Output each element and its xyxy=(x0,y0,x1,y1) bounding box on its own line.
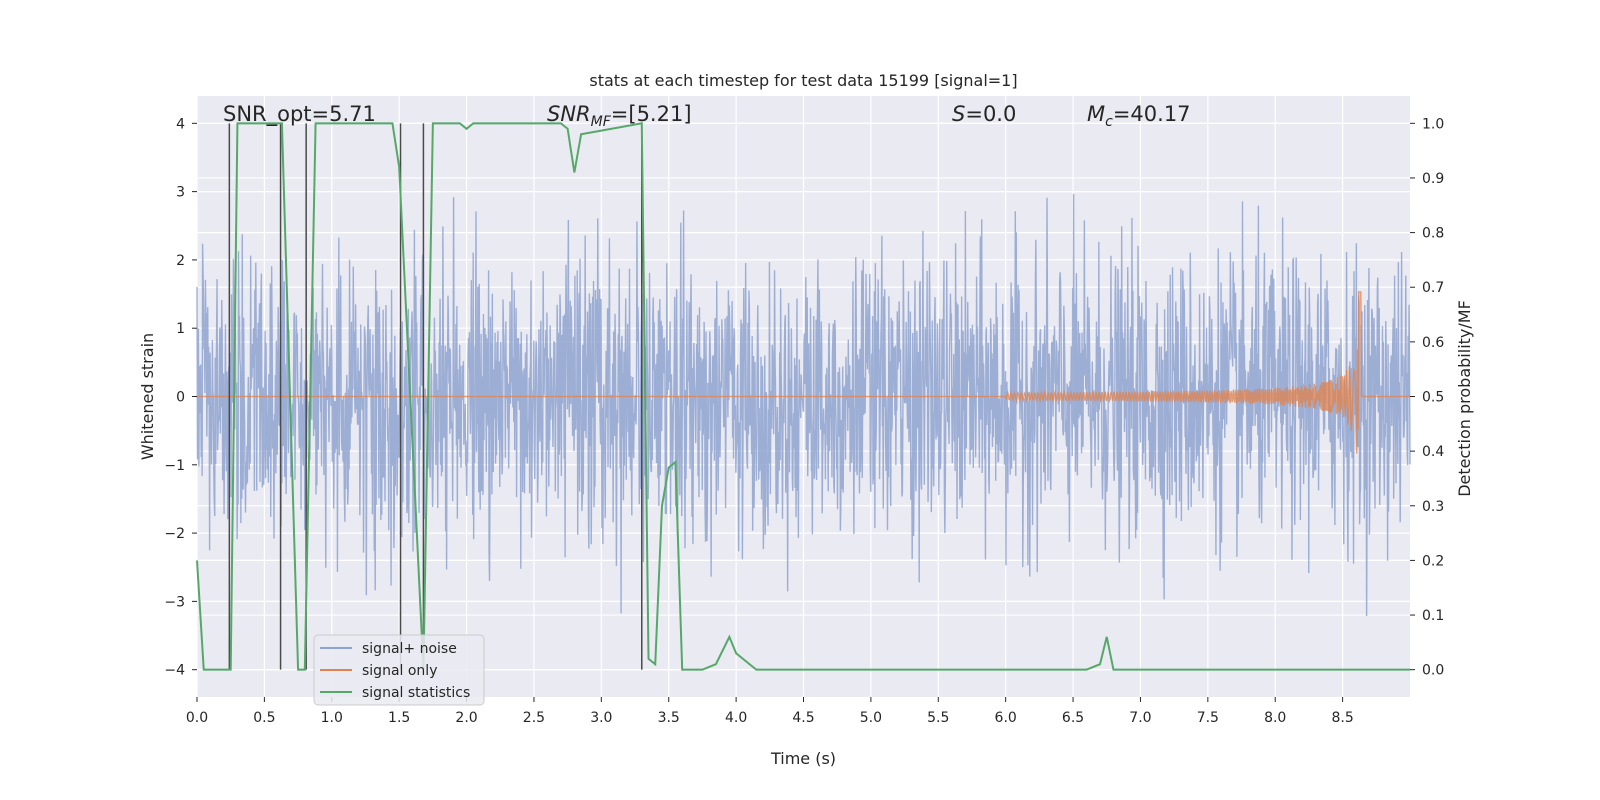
x-tick-label: 3.0 xyxy=(590,710,612,726)
legend-label-signal-only: signal only xyxy=(362,663,437,679)
series-signal-noise-line xyxy=(196,193,1411,616)
annotation-s-label: S xyxy=(952,102,965,126)
y-tick-label-left: 0 xyxy=(176,390,185,406)
y-tick-label-left: 2 xyxy=(176,253,185,269)
y-tick-label-right: 0.7 xyxy=(1422,280,1444,296)
y-tick-label-right: 0.1 xyxy=(1422,608,1444,624)
series-signal-statistics xyxy=(196,122,1410,671)
x-tick-label: 5.5 xyxy=(927,710,949,726)
annotation-s: S=0.0 xyxy=(952,102,1016,126)
y-tick-label-right: 1.0 xyxy=(1422,116,1444,132)
y-tick-label-right: 0.8 xyxy=(1422,226,1444,242)
x-tick-label: 5.0 xyxy=(860,710,882,726)
y-tick-label-left: −2 xyxy=(164,526,185,542)
x-tick-label: 0.0 xyxy=(186,710,208,726)
x-tick-label: 6.0 xyxy=(995,710,1017,726)
y-tick-label-left: −1 xyxy=(164,458,185,474)
legend-box xyxy=(313,634,485,706)
x-tick-label: 7.0 xyxy=(1129,710,1151,726)
x-tick-label: 8.5 xyxy=(1331,710,1353,726)
x-tick-label: 1.5 xyxy=(388,710,410,726)
x-tick-label: 4.5 xyxy=(792,710,814,726)
annotation-mc-subscript: c xyxy=(1105,114,1113,130)
x-tick-label: 6.5 xyxy=(1062,710,1084,726)
y-tick-label-left: 3 xyxy=(176,185,185,201)
y-tick-label-right: 0.9 xyxy=(1422,171,1444,187)
y-tick-label-right: 0.4 xyxy=(1422,444,1444,460)
legend: signal+ noise signal only signal statist… xyxy=(313,634,485,706)
y-tick-label-right: 0.6 xyxy=(1422,335,1444,351)
y-tick-label-right: 0.2 xyxy=(1422,553,1444,569)
y-axis-label-left: Whitened strain xyxy=(138,333,157,460)
legend-label-signal-statistics: signal statistics xyxy=(362,685,470,701)
y-tick-label-right: 0.3 xyxy=(1422,499,1444,515)
y-tick-label-right: 0.5 xyxy=(1422,390,1444,406)
x-tick-label: 4.0 xyxy=(725,710,747,726)
series-signal-only-line xyxy=(197,291,1410,454)
y-tick-label-left: −3 xyxy=(164,594,185,610)
y-tick-label-left: 1 xyxy=(176,321,185,337)
annotation-mc-label: M xyxy=(1087,102,1105,126)
x-tick-label: 7.5 xyxy=(1197,710,1219,726)
legend-label-signal-noise: signal+ noise xyxy=(362,641,457,657)
chart-title: stats at each timestep for test data 151… xyxy=(589,71,1017,90)
series-signal-statistics-line xyxy=(196,122,1410,671)
annotation-mc-value: =40.17 xyxy=(1113,102,1191,126)
y-tick-label-left: −4 xyxy=(164,663,185,679)
annotation-snr-mf-value: =[5.21] xyxy=(611,102,692,126)
annotation-s-value: =0.0 xyxy=(965,102,1016,126)
annotation-snr-mf-label: SNR xyxy=(547,102,591,126)
x-tick-label: 1.0 xyxy=(321,710,343,726)
annotation-snr-mf: SNRMF=[5.21] xyxy=(547,102,692,130)
series-signal-noise xyxy=(196,193,1411,616)
y-axis-label-right: Detection probability/MF xyxy=(1455,300,1474,497)
x-axis-label: Time (s) xyxy=(770,749,836,768)
annotation-snr-opt: SNR_opt=5.71 xyxy=(223,102,376,127)
annotation-mc: Mc=40.17 xyxy=(1087,102,1191,130)
y-tick-label-right: 0.0 xyxy=(1422,663,1444,679)
axes: 0.0 0.5 1.0 1.5 2.0 2.5 3.0 3.5 4.0 4.5 5.0 5.5 6.0 6… xyxy=(164,116,1444,726)
x-tick-label: 3.5 xyxy=(658,710,680,726)
series-signal-only xyxy=(197,291,1410,454)
annotation-snr-mf-subscript: MF xyxy=(591,114,612,130)
x-tick-label: 2.5 xyxy=(523,710,545,726)
x-tick-label: 8.0 xyxy=(1264,710,1286,726)
x-tick-label: 2.0 xyxy=(455,710,477,726)
x-tick-label: 0.5 xyxy=(253,710,275,726)
y-tick-label-left: 4 xyxy=(176,116,185,132)
